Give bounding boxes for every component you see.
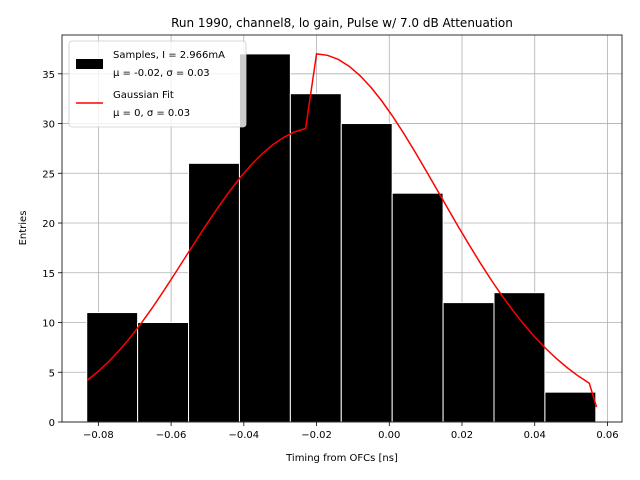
y-tick-label: 20 [42, 219, 55, 230]
histogram-bar [391, 192, 444, 423]
histogram-bar [137, 322, 190, 423]
legend-fit-stats: μ = 0, σ = 0.03 [113, 108, 190, 119]
y-tick-label: 5 [49, 368, 55, 379]
histogram-bar [493, 292, 546, 423]
x-tick-label: 0.00 [378, 430, 400, 441]
x-axis-label: Timing from OFCs [ns] [285, 453, 398, 464]
x-tick-label: −0.02 [301, 430, 332, 441]
legend-samples-label: Samples, I = 2.966mA [113, 50, 225, 61]
histogram-bar [442, 302, 495, 423]
y-axis-label: Entries [18, 211, 29, 246]
x-tick-label: −0.04 [228, 430, 259, 441]
gaussian-fit [86, 53, 598, 408]
histogram-bar [289, 93, 342, 423]
x-tick-label: 0.02 [451, 430, 473, 441]
axes-frame [61, 34, 623, 423]
x-tick-label: −0.06 [156, 430, 187, 441]
histogram-bar [238, 53, 291, 423]
legend-box [68, 40, 247, 128]
y-tick-label: 25 [42, 169, 55, 180]
legend-fit-label: Gaussian Fit [113, 90, 174, 101]
histogram-bars [86, 53, 597, 423]
histogram-bar [188, 162, 240, 423]
y-tick-label: 0 [49, 418, 55, 429]
legend-samples-stats: μ = -0.02, σ = 0.03 [113, 68, 210, 79]
histogram-bar [340, 123, 393, 423]
y-tick-label: 10 [42, 319, 55, 330]
gaussian-fit-line [86, 53, 598, 408]
y-tick-label: 35 [42, 70, 55, 81]
x-axis-ticks: −0.08 −0.06 −0.04 −0.02 0.00 0.02 0.04 0.06 [83, 422, 619, 441]
y-tick-label: 15 [42, 269, 55, 280]
histogram-bar [86, 312, 139, 423]
x-tick-label: −0.08 [83, 430, 114, 441]
y-axis-ticks: 0 5 10 15 20 25 30 35 [42, 70, 62, 429]
legend-samples-marker [76, 59, 103, 69]
y-tick-label: 30 [42, 120, 55, 131]
x-tick-label: 0.04 [524, 430, 546, 441]
histogram-bar [544, 391, 597, 423]
legend: Samples, I = 2.966mA μ = -0.02, σ = 0.03… [68, 40, 247, 128]
chart-title: Run 1990, channel8, lo gain, Pulse w/ 7.… [171, 16, 513, 30]
x-tick-label: 0.06 [596, 430, 618, 441]
